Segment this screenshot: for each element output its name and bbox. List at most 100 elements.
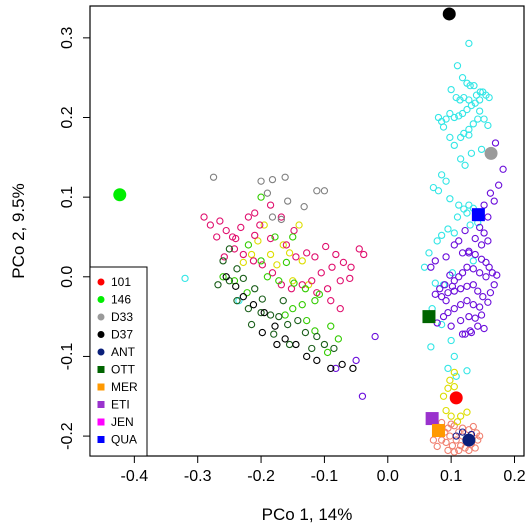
- data-point-purple: [471, 250, 479, 259]
- data-point-black: [258, 328, 266, 337]
- data-point-purple: [467, 328, 476, 337]
- x-tick-label: -0.2: [247, 468, 275, 485]
- data-point-cyan: [477, 145, 486, 154]
- y-tick-label: 0.0: [59, 266, 76, 288]
- data-point-green: [311, 297, 319, 305]
- data-point-cyan: [476, 88, 484, 96]
- data-point-green: [281, 311, 289, 319]
- legend-label: JEN: [111, 415, 134, 429]
- data-point-gray: [313, 187, 321, 195]
- data-point-gray: [320, 187, 329, 195]
- data-point-purple: [442, 253, 450, 261]
- legend-label: QUA: [111, 433, 137, 447]
- legend-swatch: [97, 366, 105, 373]
- x-axis: -0.4 -0.3 -0.2 -0.1 0.0 0.1 0.2: [121, 455, 526, 485]
- data-point-cyan: [181, 274, 189, 283]
- data-point-magenta: [347, 263, 355, 271]
- data-point-magenta: [336, 305, 344, 313]
- data-point-magenta: [266, 234, 275, 243]
- data-point-salmon: [471, 444, 479, 452]
- data-point-gray: [281, 173, 289, 181]
- data-point-cyan: [455, 201, 463, 209]
- data-point-yellow: [450, 383, 458, 391]
- x-tick-label: -0.1: [311, 468, 339, 485]
- data-point-purple: [448, 282, 457, 291]
- data-point-salmon: [469, 422, 477, 431]
- legend-swatch: [97, 296, 105, 303]
- data-point-purple: [480, 229, 488, 237]
- data-point-cyan: [463, 209, 471, 217]
- data-point-cyan: [480, 115, 488, 123]
- data-point-cyan: [463, 105, 471, 114]
- data-point-magenta: [213, 233, 221, 241]
- data-point-purple: [458, 249, 467, 257]
- data-point-purple: [491, 139, 500, 147]
- data-point-purple: [450, 287, 458, 295]
- centroid-D37: [442, 7, 456, 21]
- data-point-magenta: [292, 253, 300, 261]
- data-point-cyan: [471, 99, 479, 107]
- data-point-salmon: [475, 432, 484, 440]
- data-point-darkgreen: [257, 308, 265, 317]
- data-point-cyan: [458, 74, 467, 82]
- data-point-magenta: [322, 242, 330, 251]
- data-point-darkgreen: [244, 305, 253, 313]
- plot-frame: [89, 5, 525, 457]
- data-point-purple: [458, 330, 467, 338]
- data-point-yellow: [273, 261, 281, 269]
- data-point-yellow: [266, 250, 275, 259]
- legend-swatch: [97, 313, 105, 321]
- data-point-darkgreen: [284, 320, 292, 329]
- data-point-gray: [209, 173, 218, 181]
- data-point-green: [244, 241, 253, 249]
- data-point-magenta: [327, 297, 335, 305]
- centroid-ANT: [462, 433, 476, 447]
- data-point-darkgreen: [330, 344, 338, 353]
- data-point-green: [263, 273, 272, 281]
- data-point-magenta: [216, 217, 224, 225]
- data-point-purple: [490, 281, 498, 289]
- data-point-cyan: [434, 187, 443, 195]
- data-point-purple: [477, 241, 486, 249]
- data-point-purple: [474, 287, 482, 295]
- data-point-purple: [439, 312, 448, 321]
- data-point-cyan: [437, 171, 446, 179]
- data-point-cyan: [437, 231, 446, 240]
- data-point-magenta: [268, 269, 277, 277]
- x-axis-title: PCo 1, 14%: [262, 505, 353, 524]
- data-point-green: [219, 273, 227, 281]
- legend-swatch: [97, 348, 105, 356]
- data-point-darkgreen: [247, 320, 256, 329]
- data-point-magenta: [244, 213, 253, 221]
- data-point-darkgreen: [308, 344, 316, 353]
- data-point-purple: [458, 269, 467, 277]
- data-point-darkgreen: [320, 340, 329, 349]
- centroid-QUA: [471, 208, 485, 222]
- data-point-magenta: [328, 263, 336, 271]
- data-point-purple: [466, 327, 474, 335]
- data-point-purple: [441, 281, 449, 289]
- data-point-cyan: [455, 112, 463, 120]
- data-point-cyan: [450, 113, 458, 122]
- data-point-purple: [371, 332, 379, 341]
- data-point-cyan: [465, 131, 473, 139]
- data-point-salmon: [444, 446, 452, 455]
- data-point-salmon: [448, 441, 457, 450]
- data-point-cyan: [425, 249, 433, 257]
- data-point-salmon: [433, 442, 441, 451]
- data-point-cyan: [461, 161, 469, 169]
- data-point-salmon: [452, 436, 460, 444]
- y-tick-label: -0.2: [59, 422, 76, 450]
- data-point-purple: [455, 237, 463, 245]
- data-point-yellow: [444, 384, 452, 392]
- data-point-cyan: [469, 120, 477, 128]
- legend-label: ANT: [111, 345, 136, 359]
- data-point-darkgreen: [270, 330, 278, 338]
- data-point-cyan: [465, 201, 473, 209]
- data-point-purple: [444, 308, 452, 317]
- data-point-purple: [450, 305, 458, 313]
- data-point-salmon: [429, 436, 438, 444]
- data-point-cyan: [446, 133, 454, 142]
- data-point-cyan: [442, 177, 450, 185]
- data-point-green: [257, 257, 265, 265]
